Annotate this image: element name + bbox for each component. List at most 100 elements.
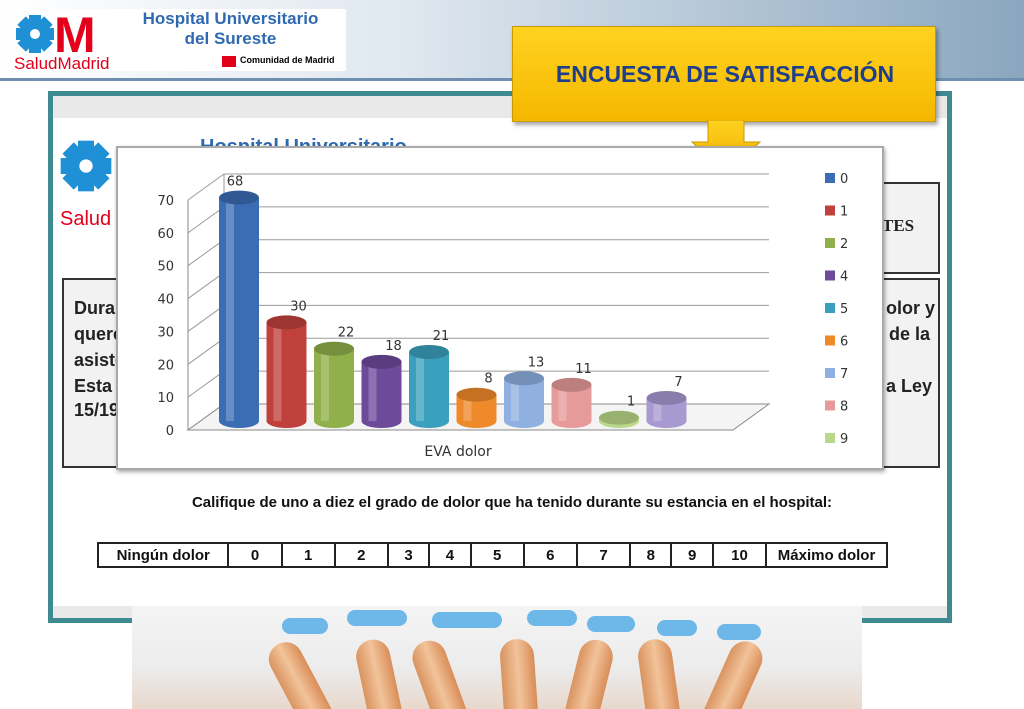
- legend-swatch: [825, 270, 835, 281]
- legend-label: 7: [840, 367, 848, 382]
- data-label: 11: [575, 362, 592, 377]
- grid-line: [187, 239, 225, 267]
- scale-cell: 8: [629, 542, 673, 568]
- comunidad-flag-icon: [222, 56, 236, 67]
- doc-text-fragment: a Ley: [886, 376, 933, 396]
- eva-pain-chart: 0 10 20 30 40 50 60 70 68 30 22 18 21 8 13 11 1 7 EVA dolo…: [116, 146, 884, 470]
- bar: [409, 345, 449, 428]
- data-label: 1: [627, 395, 635, 410]
- pain-question: Califique de uno a diez el grado de dolo…: [191, 494, 833, 511]
- y-tick-label: 0: [166, 424, 174, 439]
- bar-body: [409, 352, 449, 428]
- bar-body: [314, 348, 354, 428]
- data-label: 7: [674, 375, 682, 390]
- doc-text-fragment: Esta: [74, 376, 113, 396]
- legend-swatch: [825, 433, 835, 443]
- y-tick-label: 30: [157, 325, 174, 340]
- hospital-name: Hospital Universitario del Sureste: [128, 9, 333, 49]
- data-label: 18: [385, 339, 402, 354]
- bar-top: [361, 354, 402, 369]
- bar-body: [504, 378, 544, 428]
- finger-face: [407, 635, 471, 709]
- y-tick-label: 10: [157, 391, 174, 406]
- data-label: 13: [528, 355, 545, 370]
- bar-body: [361, 361, 402, 428]
- speech-bubble-icon: [432, 612, 502, 628]
- star-logo-icon: [16, 15, 54, 53]
- bar-highlight: [368, 361, 377, 421]
- bar: [504, 371, 544, 428]
- doc-text-fragment: de la: [889, 324, 931, 344]
- survey-callout: ENCUESTA DE SATISFACCIÓN: [512, 26, 936, 122]
- legend-label: 6: [840, 335, 848, 350]
- speech-bubble-icon: [657, 620, 697, 636]
- doc-text-fragment: quere: [74, 324, 124, 344]
- grid-line: [187, 206, 225, 234]
- legend-label: 1: [840, 205, 848, 220]
- doc-text-fragment: Duran: [74, 298, 127, 318]
- pain-scale-row: Ningún dolor 0 1 2 3 4 5 6 7 8 9 10 Máxi…: [96, 542, 888, 568]
- bar-top: [504, 371, 544, 386]
- scale-cell: 3: [386, 542, 431, 568]
- speech-bubble-icon: [527, 610, 577, 626]
- bar-top: [266, 315, 307, 330]
- grid-line: [187, 272, 225, 299]
- doc-title-fragment: TES: [882, 216, 915, 235]
- legend-label: 4: [840, 270, 848, 285]
- bar: [361, 354, 402, 428]
- scale-cell-min: Ningún dolor: [96, 542, 230, 568]
- bar-body: [456, 394, 497, 428]
- logo-m-letter: M: [54, 7, 96, 63]
- legend-label: 8: [840, 400, 848, 415]
- bar-highlight: [558, 384, 567, 421]
- bar-body: [266, 322, 307, 428]
- legend-swatch: [825, 173, 835, 183]
- legend-label: 0: [840, 172, 848, 187]
- hospital-name-line1: Hospital Universitario: [142, 9, 319, 28]
- y-tick-label: 60: [157, 227, 174, 242]
- doc-text-fragment: 15/19: [74, 400, 120, 420]
- y-tick-label: 20: [157, 358, 174, 373]
- data-label: 30: [290, 299, 307, 314]
- legend-label: 2: [840, 237, 848, 252]
- bar-highlight: [273, 322, 282, 421]
- bar-highlight: [511, 378, 519, 421]
- scale-cell: 10: [711, 542, 768, 568]
- hospital-name-line2: del Sureste: [184, 29, 277, 48]
- scale-cell: 5: [469, 542, 525, 568]
- finger-face: [635, 637, 683, 709]
- doc-text-fragment: asiste: [74, 350, 126, 370]
- scale-cell: 7: [575, 542, 632, 568]
- finger-face: [262, 636, 336, 709]
- bar-top: [314, 341, 354, 356]
- scale-cell: 4: [428, 542, 472, 568]
- legend-swatch: [825, 335, 835, 346]
- bar-highlight: [653, 398, 662, 421]
- finger-faces-photo: [132, 606, 862, 709]
- scale-cell: 2: [333, 542, 389, 568]
- bar-body: [219, 197, 259, 428]
- grid-line: [187, 173, 225, 201]
- bar-top: [551, 377, 592, 392]
- bar-body: [646, 398, 687, 428]
- scale-cell: 9: [670, 542, 714, 568]
- bar: [646, 391, 687, 428]
- bar-highlight: [226, 197, 234, 421]
- grid-line: [187, 305, 225, 332]
- finger-face: [353, 636, 405, 709]
- bar-highlight: [321, 348, 329, 421]
- bar-highlight: [416, 352, 424, 421]
- data-label: 22: [338, 326, 355, 341]
- y-tick-label: 50: [157, 260, 174, 275]
- legend-swatch: [825, 303, 835, 313]
- bar-top: [409, 345, 449, 359]
- legend-swatch: [825, 368, 835, 378]
- grid-line: [187, 337, 225, 365]
- bar-top: [599, 410, 639, 425]
- bar-top: [646, 391, 687, 405]
- finger-face: [700, 635, 768, 709]
- bar: [266, 315, 307, 428]
- bar: [314, 341, 354, 428]
- comunidad-text: Comunidad de Madrid: [240, 55, 335, 65]
